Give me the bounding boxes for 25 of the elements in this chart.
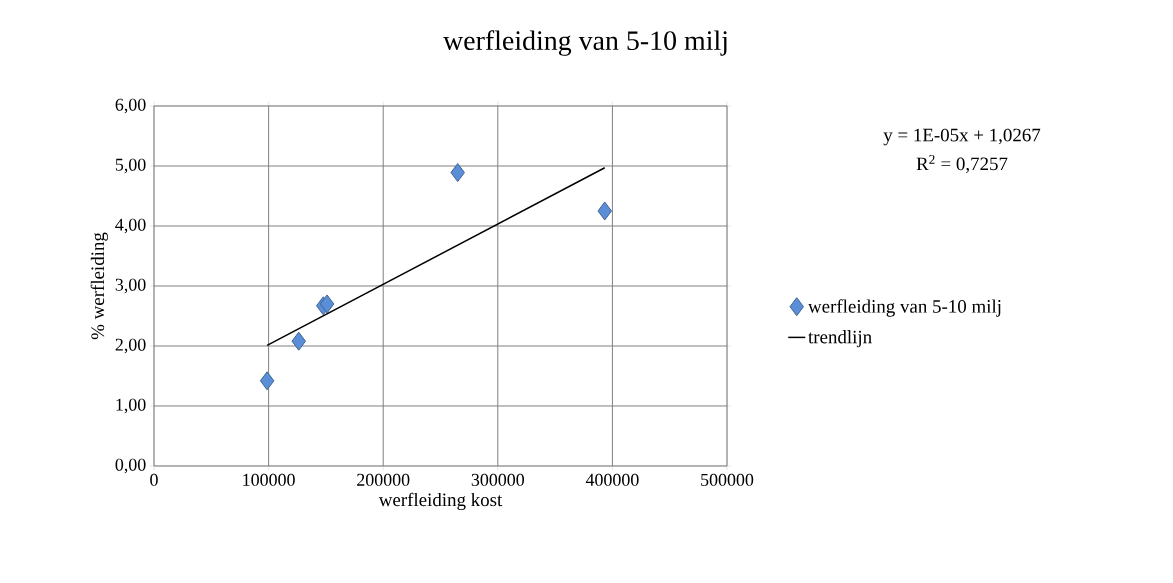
legend-label: trendlijn <box>808 330 872 348</box>
chart-title: werfleiding van 5-10 milj <box>443 30 727 56</box>
point <box>450 163 465 183</box>
text: R$^{2}$ = 0,7257 <box>916 155 1008 173</box>
y-tick-label: 3,00 <box>115 278 146 294</box>
y-tick-label: 5,00 <box>115 158 146 174</box>
y-tick-label: 1,00 <box>116 398 146 414</box>
text: y = 1E-05x + 1,0267 <box>883 128 1041 146</box>
x-tick-label: 200000 <box>357 473 410 486</box>
legend-label: werfleiding van 5-10 milj <box>808 299 1001 317</box>
x-axis-title: werfleiding kost <box>378 492 503 511</box>
y-axis-title: % werfleiding <box>90 232 109 340</box>
x-tick-label: 300000 <box>471 473 525 486</box>
y-tick-label: 2,00 <box>115 338 146 354</box>
x-tick-label: 500000 <box>701 473 754 486</box>
y-tick-label: 6,00 <box>115 98 146 114</box>
x-tick-label: 0 <box>150 473 158 486</box>
y-tick-label: 0,00 <box>115 458 146 474</box>
point <box>319 294 335 314</box>
y-tick-label: 4,00 <box>115 218 146 234</box>
point <box>597 201 612 221</box>
x-tick-label: 400000 <box>585 473 639 486</box>
point <box>259 371 275 391</box>
x-tick-label: 100000 <box>243 473 295 486</box>
point <box>291 331 306 351</box>
